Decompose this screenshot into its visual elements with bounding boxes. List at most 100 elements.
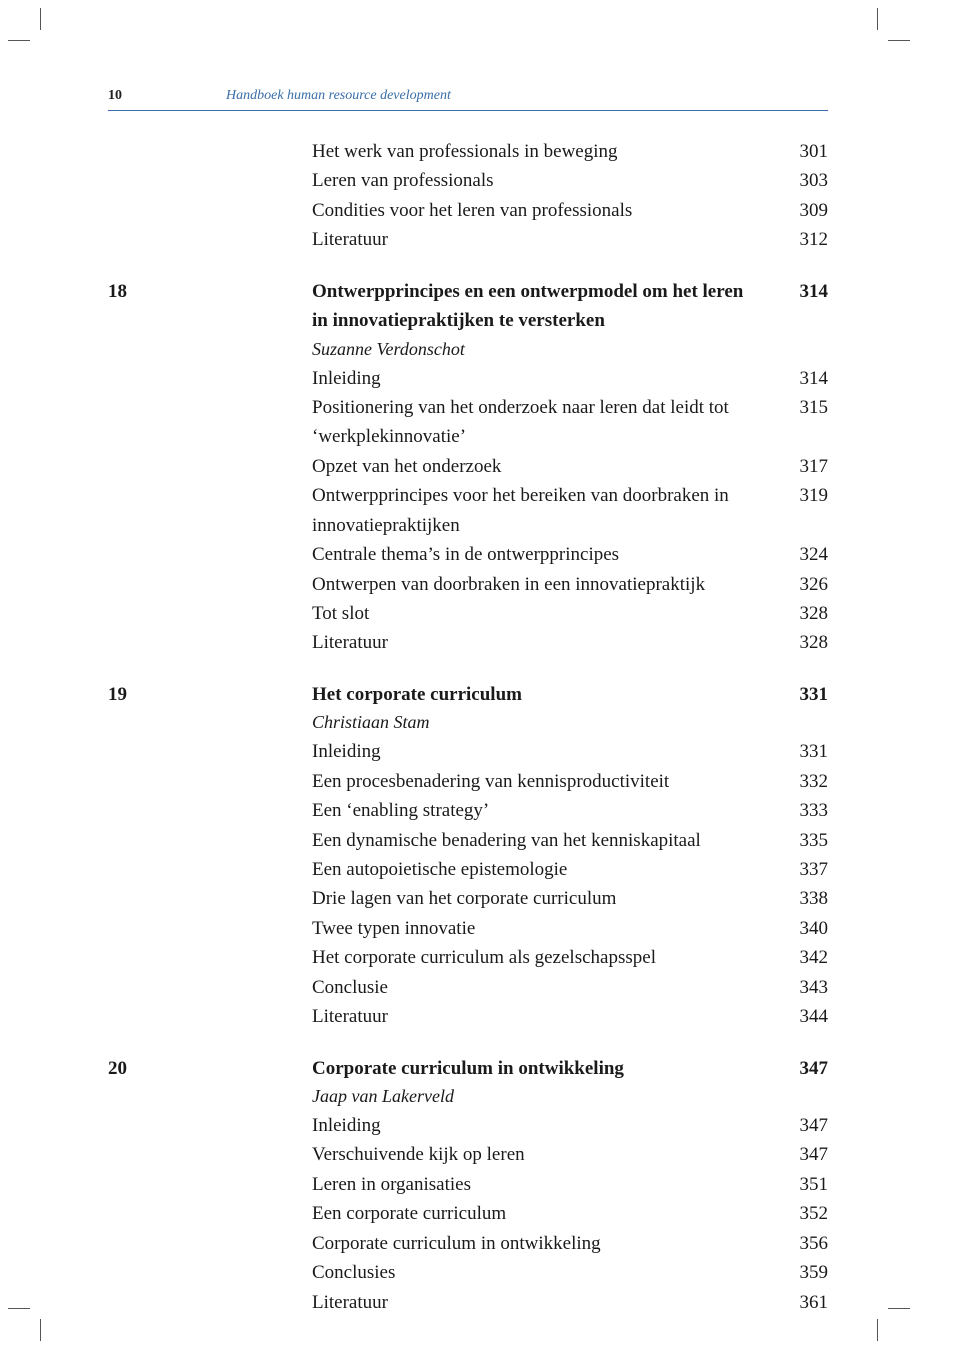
chapter-number xyxy=(108,709,312,737)
toc-page: 342 xyxy=(772,943,828,972)
toc-entry: Ontwerpen van doorbraken in een innovati… xyxy=(108,570,828,599)
toc-page: 331 xyxy=(772,737,828,766)
toc-title: Verschuivende kijk op leren xyxy=(312,1140,772,1169)
toc-page: 333 xyxy=(772,796,828,825)
section-gap xyxy=(108,255,828,277)
toc-page: 361 xyxy=(772,1288,828,1317)
toc-chapter-title: 18Ontwerpprincipes en een ontwerpmodel o… xyxy=(108,277,828,336)
running-head: 10 Handboek human resource development xyxy=(108,88,828,111)
toc-page: 344 xyxy=(772,1002,828,1031)
chapter-number xyxy=(108,1199,312,1228)
toc-page: 338 xyxy=(772,884,828,913)
chapter-number xyxy=(108,364,312,393)
toc-page: 340 xyxy=(772,914,828,943)
toc-title: Een corporate curriculum xyxy=(312,1199,772,1228)
toc-page: 301 xyxy=(772,137,828,166)
toc-title: Een autopoietische epistemologie xyxy=(312,855,772,884)
toc-entry: Inleiding331 xyxy=(108,737,828,766)
chapter-number xyxy=(108,196,312,225)
page: 10 Handboek human resource development H… xyxy=(0,0,960,1349)
page-number: 10 xyxy=(108,88,226,104)
toc-entry: Inleiding314 xyxy=(108,364,828,393)
toc-page: 309 xyxy=(772,196,828,225)
toc-page: 332 xyxy=(772,767,828,796)
chapter-number xyxy=(108,1083,312,1111)
toc-entry: Condities voor het leren van professiona… xyxy=(108,196,828,225)
content-area: 10 Handboek human resource development H… xyxy=(108,88,828,1317)
toc-page: 343 xyxy=(772,973,828,1002)
toc-title: Opzet van het onderzoek xyxy=(312,452,772,481)
chapter-number: 20 xyxy=(108,1054,312,1083)
toc-page xyxy=(772,709,828,737)
chapter-number xyxy=(108,1258,312,1287)
chapter-number xyxy=(108,767,312,796)
toc-author: Jaap van Lakerveld xyxy=(312,1083,772,1111)
toc-author: Suzanne Verdonschot xyxy=(312,336,772,364)
toc-page: 337 xyxy=(772,855,828,884)
toc-page: 347 xyxy=(772,1111,828,1140)
toc-author: Christiaan Stam xyxy=(312,709,772,737)
toc-page xyxy=(772,1083,828,1111)
crop-mark xyxy=(877,1319,878,1341)
toc-page: 315 xyxy=(772,393,828,452)
chapter-number xyxy=(108,393,312,452)
toc-title: Conclusies xyxy=(312,1258,772,1287)
toc-page: 352 xyxy=(772,1199,828,1228)
toc-page: 356 xyxy=(772,1229,828,1258)
toc-entry: Het corporate curriculum als gezelschaps… xyxy=(108,943,828,972)
toc-entry: Een corporate curriculum352 xyxy=(108,1199,828,1228)
toc-entry: Verschuivende kijk op leren347 xyxy=(108,1140,828,1169)
chapter-number xyxy=(108,1170,312,1199)
chapter-number xyxy=(108,225,312,254)
crop-mark xyxy=(8,1308,30,1309)
chapter-number xyxy=(108,973,312,1002)
section-gap xyxy=(108,1032,828,1054)
toc-entry: Corporate curriculum in ontwikkeling356 xyxy=(108,1229,828,1258)
toc-entry: Ontwerpprincipes voor het bereiken van d… xyxy=(108,481,828,540)
toc-title: Ontwerpen van doorbraken in een innovati… xyxy=(312,570,772,599)
chapter-number xyxy=(108,137,312,166)
section-gap xyxy=(108,658,828,680)
toc-entry: Literatuur361 xyxy=(108,1288,828,1317)
toc-title: Een dynamische benadering van het kennis… xyxy=(312,826,772,855)
toc-title: Corporate curriculum in ontwikkeling xyxy=(312,1054,772,1083)
toc-page: 326 xyxy=(772,570,828,599)
crop-mark xyxy=(40,1319,41,1341)
toc-title: Literatuur xyxy=(312,1288,772,1317)
toc-entry: Literatuur344 xyxy=(108,1002,828,1031)
toc-entry: Literatuur312 xyxy=(108,225,828,254)
chapter-number xyxy=(108,481,312,540)
toc-title: Literatuur xyxy=(312,628,772,657)
chapter-number xyxy=(108,628,312,657)
toc-title: Literatuur xyxy=(312,225,772,254)
toc-entry: Een ‘enabling strategy’333 xyxy=(108,796,828,825)
toc-title: Positionering van het onderzoek naar ler… xyxy=(312,393,772,452)
chapter-number xyxy=(108,336,312,364)
toc-page: 328 xyxy=(772,599,828,628)
toc-title: Conclusie xyxy=(312,973,772,1002)
toc-page: 347 xyxy=(772,1054,828,1083)
toc-entry: Een autopoietische epistemologie337 xyxy=(108,855,828,884)
running-title: Handboek human resource development xyxy=(226,88,451,104)
toc-entry: Literatuur328 xyxy=(108,628,828,657)
toc-chapter-title: 19Het corporate curriculum331 xyxy=(108,680,828,709)
toc-entry: Positionering van het onderzoek naar ler… xyxy=(108,393,828,452)
toc-page: 303 xyxy=(772,166,828,195)
toc-title: Een ‘enabling strategy’ xyxy=(312,796,772,825)
toc-author: Suzanne Verdonschot xyxy=(108,336,828,364)
toc-page: 324 xyxy=(772,540,828,569)
toc-title: Leren van professionals xyxy=(312,166,772,195)
toc-entry: Drie lagen van het corporate curriculum3… xyxy=(108,884,828,913)
toc-title: Het werk van professionals in beweging xyxy=(312,137,772,166)
toc-title: Drie lagen van het corporate curriculum xyxy=(312,884,772,913)
toc-page: 312 xyxy=(772,225,828,254)
crop-mark xyxy=(8,40,30,41)
toc-page: 347 xyxy=(772,1140,828,1169)
toc-title: Literatuur xyxy=(312,1002,772,1031)
chapter-number xyxy=(108,1140,312,1169)
crop-mark xyxy=(40,8,41,30)
toc-entry: Leren in organisaties351 xyxy=(108,1170,828,1199)
toc-title: Inleiding xyxy=(312,364,772,393)
toc-chapter-title: 20Corporate curriculum in ontwikkeling34… xyxy=(108,1054,828,1083)
chapter-number xyxy=(108,452,312,481)
